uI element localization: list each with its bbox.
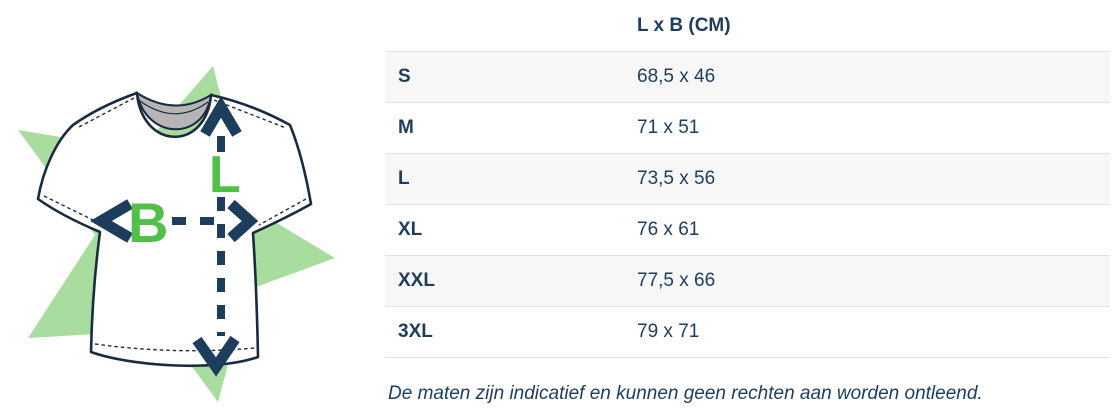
size-disclaimer: De maten zijn indicatief en kunnen geen … [388, 383, 983, 404]
tshirt-size-illustration: L B [18, 66, 335, 402]
length-arrow [192, 96, 242, 377]
length-label: L [209, 146, 241, 204]
size-table-header: L x B (CM) [385, 0, 1110, 51]
table-row-m: M 71 x 51 [385, 102, 1110, 153]
table-row-xxl: XXL 77,5 x 66 [385, 255, 1110, 306]
table-row-s: S 68,5 x 46 [385, 51, 1110, 102]
dimensions-cell: 73,5 x 56 [637, 168, 716, 189]
tshirt-outline [36, 91, 313, 368]
dimensions-cell: 77,5 x 66 [637, 270, 716, 291]
dimensions-cell: 79 x 71 [637, 321, 700, 342]
size-cell: L [398, 168, 410, 189]
size-cell: XXL [398, 270, 435, 291]
dimensions-cell: 76 x 61 [637, 219, 700, 240]
width-label: B [128, 191, 168, 254]
size-chart-panel: L x B (CM) S 68,5 x 46 M 71 x 51 L 73,5 … [385, 0, 1110, 405]
size-cell: XL [398, 219, 423, 240]
dimensions-column-header: L x B (CM) [637, 14, 731, 36]
size-table: S 68,5 x 46 M 71 x 51 L 73,5 x 56 XL 76 … [385, 51, 1110, 358]
collar-rib-line [139, 100, 209, 115]
seam-stitches [43, 97, 307, 352]
table-row-3xl: 3XL 79 x 71 [385, 306, 1110, 357]
table-row-xl: XL 76 x 61 [385, 204, 1110, 255]
width-arrow [90, 199, 259, 243]
collar [135, 90, 213, 131]
size-cell: M [398, 117, 414, 138]
table-row-l: L 73,5 x 56 [385, 153, 1110, 204]
size-cell: S [398, 66, 411, 87]
size-cell: 3XL [398, 321, 433, 342]
dimensions-cell: 68,5 x 46 [637, 66, 716, 87]
dimensions-cell: 71 x 51 [637, 117, 700, 138]
